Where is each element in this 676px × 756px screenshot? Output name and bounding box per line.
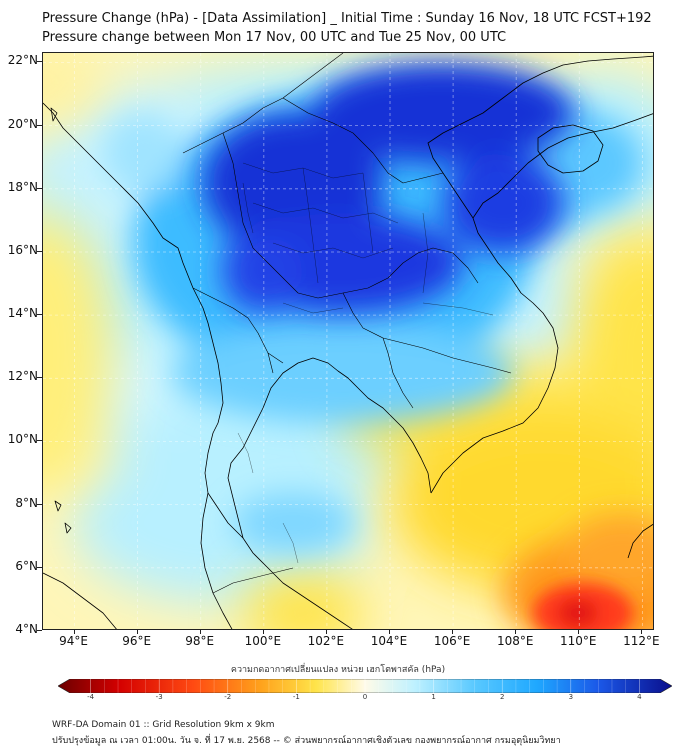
lon-tick-label: 110°E [560,634,597,648]
lon-tick-label: 104°E [370,634,408,648]
lon-tick-mark [452,630,454,634]
lat-tick-label: 20°N [7,116,38,131]
lon-tick-label: 108°E [496,634,534,648]
lat-tick-label: 22°N [7,53,38,68]
lat-tick-label: 12°N [7,369,38,384]
lon-tick-label: 112°E [623,634,660,648]
lon-tick-label: 98°E [185,634,215,648]
country-borders [182,53,512,594]
colorbar-tick-label: -1 [292,693,300,701]
pressure-change-map [43,53,653,629]
lon-tick-label: 96°E [122,634,152,648]
lat-tick-mark [37,250,42,252]
colorbar-tick-label: 4 [637,693,642,701]
lat-tick-label: 10°N [7,432,38,447]
colorbar-tick-label: -3 [155,693,163,701]
lon-tick-mark [73,630,75,634]
lat-tick-mark [37,566,42,568]
lon-tick-mark [136,630,138,634]
lat-tick-label: 16°N [7,242,38,257]
lat-tick-mark [37,314,42,316]
coastlines [43,55,653,629]
lat-tick-label: 18°N [7,179,38,194]
field-strong-fall [533,583,633,629]
lat-tick-label: 14°N [7,306,38,321]
lon-tick-mark [199,630,201,634]
lon-tick-mark [325,630,327,634]
province-borders [237,162,494,564]
chart-title: Pressure Change (hPa) - [Data Assimilati… [42,11,652,26]
colorbar-tick-label: -2 [224,693,232,701]
lat-tick-mark [37,377,42,379]
lon-tick-label: 102°E [307,634,345,648]
colorbar [58,679,672,693]
lat-tick-label: 8°N [15,495,38,510]
colorbar-tick-label: 1 [431,693,436,701]
lon-tick-label: 94°E [59,634,88,648]
lat-tick-label: 6°N [15,558,38,573]
chart-subtitle: Pressure change between Mon 17 Nov, 00 U… [42,30,507,45]
colorbar-tick-label: -4 [87,693,95,701]
field-strong-rise [203,63,573,313]
graticule [43,53,653,629]
lat-tick-mark [37,503,42,505]
lat-tick-mark [37,61,42,63]
lon-tick-label: 100°E [244,634,282,648]
lon-tick-mark [515,630,517,634]
lon-tick-mark [641,630,643,634]
lat-tick-mark [37,187,42,189]
lon-tick-label: 106°E [433,634,471,648]
lon-tick-mark [389,630,390,634]
lat-tick-mark [37,124,42,126]
lat-tick-label: 4°N [15,622,38,636]
colorbar-title: ความกดอากาศเปลี่ยนแปลง หน่วย เฮกโตพาสคัล… [230,665,446,675]
lat-tick-mark [37,440,42,442]
lon-tick-mark [578,630,580,634]
lon-tick-mark [262,630,264,634]
footer-credit: ปรับปรุงข้อมูล ณ เวลา 01:00น. วัน จ. ที่… [52,736,561,746]
footer-model-info: WRF-DA Domain 01 :: Grid Resolution 9km … [52,720,275,730]
colorbar-tick-label: 3 [568,693,574,701]
colorbar-tick-label: 0 [362,693,368,701]
map-panel [42,52,654,630]
colorbar-tick-label: 2 [499,693,505,701]
lat-tick-mark [37,630,42,631]
